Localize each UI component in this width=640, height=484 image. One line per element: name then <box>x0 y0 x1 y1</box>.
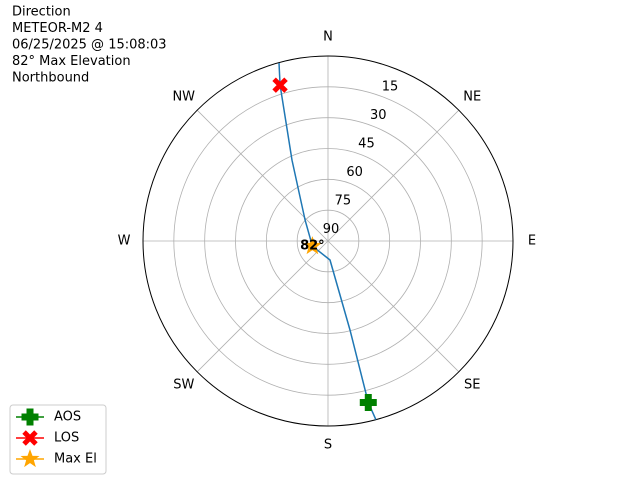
r-tick-label: 45 <box>358 137 375 152</box>
theta-tick-label: NW <box>172 89 195 104</box>
legend-label: Max El <box>54 452 97 467</box>
title-line: 82° Max Elevation <box>12 54 131 69</box>
r-tick-label: 30 <box>370 108 387 123</box>
r-tick-label: 75 <box>335 194 352 209</box>
title-line: Northbound <box>12 71 89 86</box>
marker-x <box>22 430 38 446</box>
title-line: Direction <box>12 5 71 20</box>
theta-tick-label: SE <box>464 378 480 393</box>
r-tick-label: 90 <box>323 222 340 237</box>
marker-x <box>272 77 288 93</box>
legend-label: LOS <box>54 431 79 446</box>
grid-spoke <box>196 240 329 373</box>
legend-label: AOS <box>54 410 81 425</box>
r-tick-label: 15 <box>382 80 399 95</box>
title-line: METEOR-M2 4 <box>12 21 103 36</box>
theta-tick-label: SW <box>173 378 194 393</box>
theta-tick-label: S <box>324 438 332 453</box>
marker-plus <box>359 394 377 412</box>
grid-spoke <box>327 240 460 373</box>
grid-spoke <box>196 109 329 242</box>
marker-star <box>20 449 40 468</box>
title-line: 06/25/2025 @ 15:08:03 <box>12 38 167 53</box>
theta-tick-label: E <box>528 234 536 249</box>
theta-tick-label: NE <box>463 89 481 104</box>
marker-star <box>302 236 322 255</box>
marker-plus <box>21 408 39 426</box>
grid-spoke <box>327 109 460 242</box>
r-tick-label: 60 <box>346 165 363 180</box>
annotation: 82° <box>300 239 325 254</box>
theta-tick-label: W <box>118 234 131 249</box>
theta-tick-label: N <box>323 30 333 45</box>
polar-frame <box>142 55 514 427</box>
